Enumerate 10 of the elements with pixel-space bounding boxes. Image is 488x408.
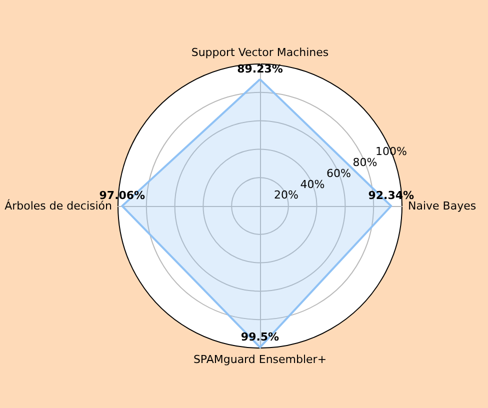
data-label: 89.23% bbox=[237, 62, 283, 76]
spoke-label: Árboles de decisión bbox=[4, 198, 112, 212]
y-tick-label: 60% bbox=[326, 166, 351, 180]
data-label: 99.5% bbox=[240, 330, 280, 344]
y-tick-label: 40% bbox=[300, 178, 325, 191]
spoke-label: SPAMguard Ensembler+ bbox=[193, 353, 327, 366]
y-tick-label: 80% bbox=[352, 156, 378, 170]
y-tick-label: 20% bbox=[274, 188, 298, 202]
spoke-label: Support Vector Machines bbox=[191, 46, 329, 59]
spoke-label: Naive Bayes bbox=[408, 200, 476, 212]
